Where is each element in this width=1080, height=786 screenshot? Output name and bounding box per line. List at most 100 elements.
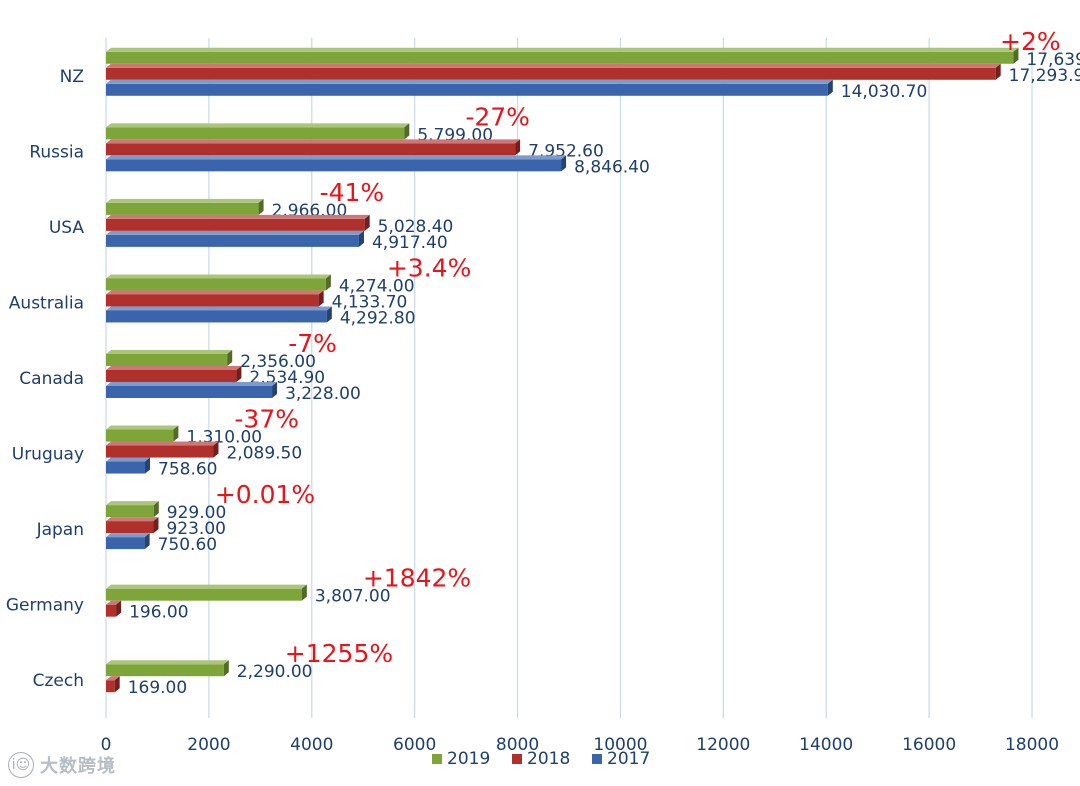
bar-side-2019-usa	[258, 198, 264, 215]
bar-2019-russia	[106, 127, 405, 140]
value-label-2017-australia: 4,292.80	[340, 308, 416, 328]
category-label-australia: Australia	[9, 293, 84, 313]
bar-side-2018-russia	[515, 139, 521, 156]
bar-top-2018-japan	[106, 517, 159, 522]
category-label-czech: Czech	[33, 671, 84, 691]
annotation-uruguay: -37%	[234, 405, 299, 434]
bar-2017-canada	[106, 386, 273, 398]
bar-2019-uruguay	[106, 429, 174, 442]
value-label-2018-czech: 169.00	[128, 678, 187, 698]
bar-side-2018-usa	[364, 214, 370, 231]
bar-side-2017-nz	[827, 79, 833, 96]
bar-2018-germany	[106, 604, 117, 617]
bar-top-2019-nz	[106, 47, 1019, 52]
bar-side-2018-japan	[153, 517, 159, 534]
value-label-2017-japan: 750.60	[158, 535, 217, 555]
category-label-japan: Japan	[36, 520, 84, 540]
value-label-2017-russia: 8,846.40	[574, 157, 650, 177]
bar-2018-japan	[106, 521, 154, 534]
bar-2019-germany	[106, 588, 302, 601]
value-label-2019-japan: 929.00	[167, 503, 226, 523]
bar-top-2019-czech	[106, 660, 229, 665]
annotation-russia: -27%	[465, 102, 530, 131]
bar-2019-usa	[106, 202, 259, 215]
bar-side-2019-russia	[404, 123, 410, 140]
bar-top-2019-canada	[106, 350, 233, 354]
value-label-2019-nz: 17,639.00	[1026, 50, 1080, 70]
bar-side-2018-czech	[114, 676, 120, 693]
x-tick-label-18000: 18000	[1005, 735, 1059, 755]
bar-side-2017-japan	[144, 533, 150, 550]
bar-2017-nz	[106, 83, 828, 96]
value-label-2017-usa: 4,917.40	[372, 233, 448, 253]
bar-2018-uruguay	[106, 445, 214, 458]
bar-2017-usa	[106, 234, 359, 247]
value-label-2018-germany: 196.00	[129, 603, 188, 623]
value-label-2018-australia: 4,133.70	[332, 292, 408, 312]
bar-top-2019-australia	[106, 274, 331, 279]
bar-top-2019-japan	[106, 501, 159, 506]
bar-top-2019-usa	[106, 198, 264, 203]
annotation-australia: +3.4%	[387, 253, 471, 282]
value-label-2017-nz: 14,030.70	[841, 82, 928, 102]
value-label-2019-czech: 2,290.00	[237, 662, 313, 682]
legend-swatch-2019	[432, 754, 442, 764]
bar-side-2017-usa	[358, 230, 364, 247]
legend-label-2017: 2017	[607, 749, 650, 769]
x-tick-label-6000: 6000	[393, 735, 436, 755]
category-label-usa: USA	[49, 218, 85, 238]
bar-top-2018-russia	[106, 139, 521, 144]
value-label-2018-usa: 5,028.40	[378, 217, 454, 237]
annotation-japan: +0.01%	[215, 480, 315, 509]
legend-swatch-2018	[512, 754, 522, 764]
x-tick-label-14000: 14000	[799, 735, 853, 755]
bar-2019-nz	[106, 51, 1014, 64]
bar-side-2017-russia	[561, 155, 567, 172]
bar-2018-australia	[106, 294, 319, 307]
bar-top-2017-canada	[106, 382, 278, 386]
bar-side-2018-germany	[116, 600, 122, 617]
annotation-nz: +2%	[1000, 27, 1061, 56]
bar-2019-czech	[106, 664, 224, 677]
bar-side-2019-uruguay	[173, 425, 179, 442]
bar-top-2017-australia	[106, 306, 332, 311]
value-label-2019-germany: 3,807.00	[315, 587, 391, 607]
x-tick-label-16000: 16000	[902, 735, 956, 755]
bar-side-2017-canada	[272, 382, 278, 398]
annotation-germany: +1842%	[363, 564, 471, 593]
annotation-czech: +1255%	[285, 639, 393, 668]
bar-top-2018-nz	[106, 63, 1001, 68]
bar-side-2019-australia	[325, 274, 331, 291]
annotation-canada: -7%	[288, 329, 337, 358]
x-tick-label-12000: 12000	[696, 735, 750, 755]
bar-2017-australia	[106, 310, 327, 323]
category-label-uruguay: Uruguay	[12, 445, 84, 465]
category-label-russia: Russia	[29, 142, 84, 162]
bar-2018-czech	[106, 680, 115, 693]
bar-2018-russia	[106, 143, 516, 156]
bar-side-2018-australia	[318, 290, 324, 307]
watermark: i☺ 大数跨境	[8, 752, 116, 778]
category-label-canada: Canada	[19, 369, 84, 389]
x-tick-label-0: 0	[101, 735, 112, 755]
bar-top-2018-germany	[106, 600, 122, 605]
bar-side-2019-nz	[1013, 47, 1019, 64]
bar-top-2019-uruguay	[106, 425, 179, 430]
bar-side-2018-uruguay	[213, 441, 219, 458]
bar-top-2017-japan	[106, 533, 150, 538]
legend-swatch-2017	[592, 754, 602, 764]
value-label-2019-canada: 2,356.00	[240, 352, 316, 372]
bar-top-2018-canada	[106, 366, 242, 370]
bar-top-2017-uruguay	[106, 457, 151, 462]
bar-2017-uruguay	[106, 461, 146, 474]
bar-top-2019-germany	[106, 584, 307, 589]
bar-top-2017-russia	[106, 155, 567, 160]
value-label-2017-canada: 3,228.00	[285, 384, 361, 404]
x-tick-label-10000: 10000	[593, 735, 647, 755]
bar-2019-japan	[106, 505, 154, 518]
bar-side-2019-czech	[223, 660, 229, 677]
bar-top-2018-usa	[106, 214, 370, 219]
annotation-usa: -41%	[320, 178, 385, 207]
category-label-nz: NZ	[60, 67, 84, 87]
